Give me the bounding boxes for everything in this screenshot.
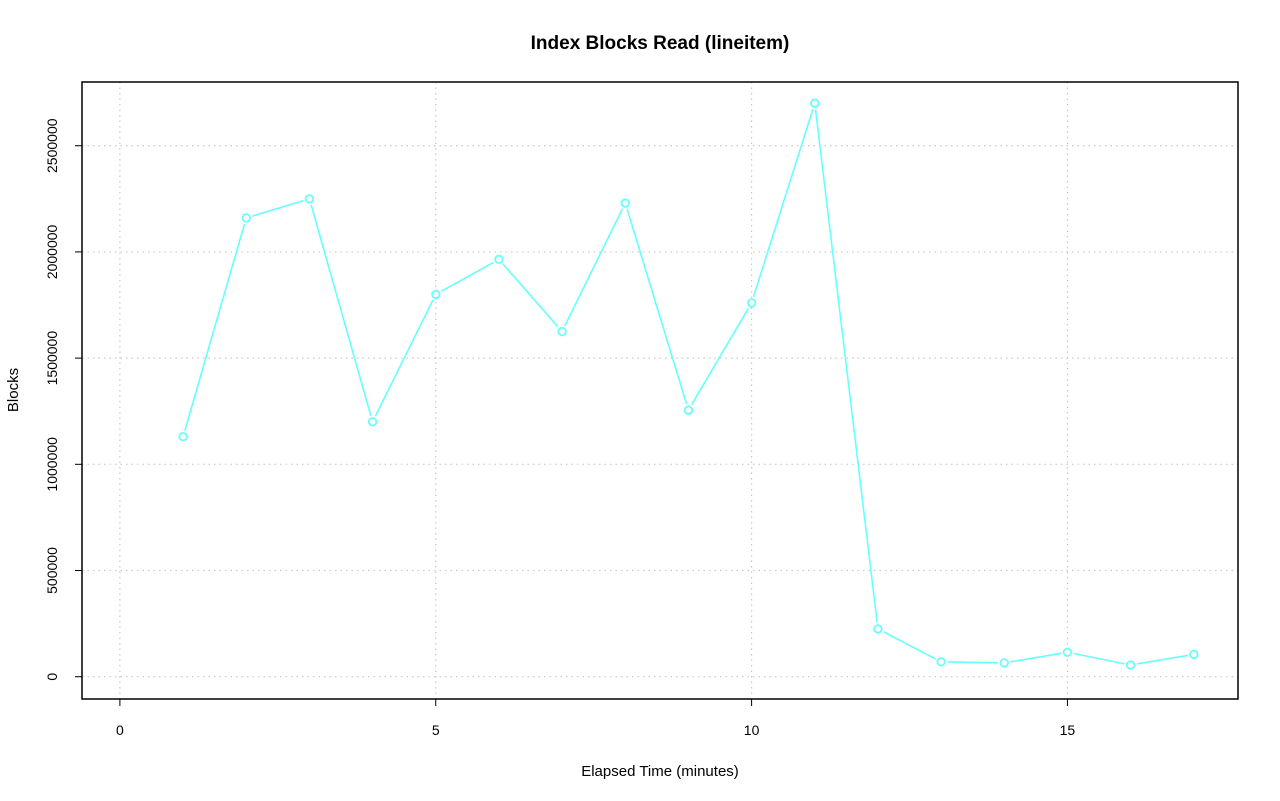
series-line-segment — [374, 299, 434, 417]
data-point — [683, 405, 694, 415]
series-line-segment — [947, 661, 998, 664]
y-tick-label: 2500000 — [44, 118, 60, 173]
data-point — [431, 289, 441, 300]
y-tick-label: 0 — [44, 673, 60, 681]
series-line-segment — [184, 223, 246, 431]
grid-lines — [82, 82, 1238, 699]
series-line-segment — [814, 109, 878, 623]
series-line-segment — [440, 261, 494, 293]
data-point — [494, 254, 504, 265]
x-tick-label: 5 — [432, 722, 440, 738]
series-line-segment — [564, 208, 624, 327]
x-tick-label: 0 — [116, 722, 124, 738]
x-axis-label: Elapsed Time (minutes) — [581, 763, 739, 780]
data-point — [810, 98, 820, 108]
data-point — [1189, 649, 1199, 660]
x-axis: 0 5 10 15 — [116, 699, 1075, 738]
series-line-segment — [1073, 652, 1125, 665]
data-point — [1125, 660, 1136, 670]
data-point — [304, 194, 315, 204]
data-point — [557, 326, 567, 337]
y-tick-label: 500000 — [44, 547, 60, 594]
series-line-segment — [310, 204, 372, 416]
y-tick-label: 1500000 — [44, 331, 60, 386]
y-tick-label: 1000000 — [44, 437, 60, 492]
series-line-segment — [690, 307, 750, 406]
series-line-segment — [883, 631, 936, 660]
series-line-segment — [752, 109, 814, 298]
x-tick-label: 15 — [1060, 722, 1076, 738]
data-series — [178, 98, 1199, 670]
series-line-segment — [502, 263, 559, 328]
series-line-segment — [626, 208, 688, 405]
data-point — [620, 198, 630, 208]
series-line-segment — [1010, 652, 1062, 663]
data-point — [873, 624, 883, 634]
series-line-segment — [252, 199, 304, 217]
y-axis-label: Blocks — [5, 368, 22, 412]
data-point — [367, 417, 378, 427]
data-point — [1062, 647, 1073, 657]
plot-frame — [81, 81, 1239, 700]
y-tick-label: 2000000 — [44, 224, 60, 279]
y-axis: 0 500000 1000000 1500000 2000000 2500000 — [44, 118, 82, 681]
data-point — [178, 431, 188, 442]
series-line-segment — [1136, 654, 1188, 665]
chart-title: Index Blocks Read (lineitem) — [531, 33, 790, 54]
x-tick-label: 10 — [744, 722, 760, 738]
data-point — [241, 213, 251, 223]
data-point — [746, 298, 757, 308]
data-point — [999, 658, 1009, 668]
data-point — [936, 657, 946, 667]
